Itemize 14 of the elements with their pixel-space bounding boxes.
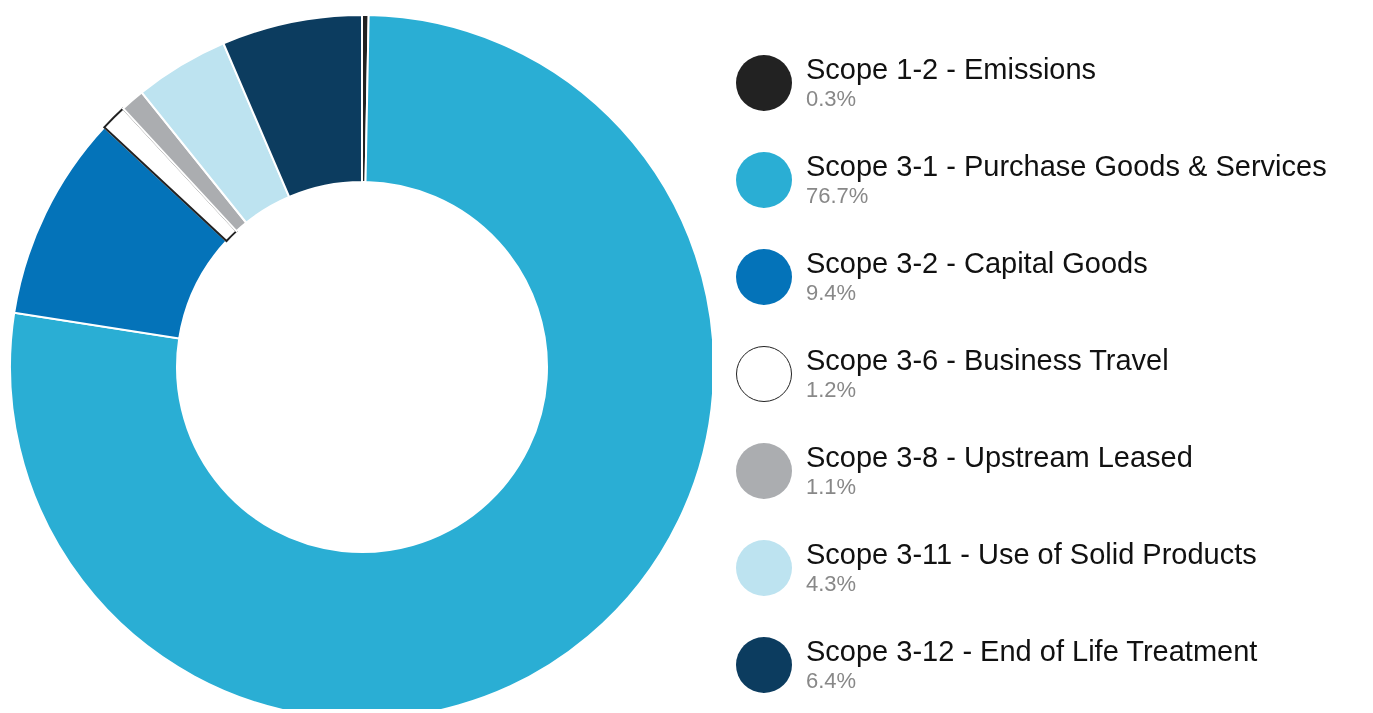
data-label: 1.2% xyxy=(806,377,858,403)
legend-label: Scope 3-6 - Business Travel xyxy=(806,344,1169,377)
legend-label: Scope 1-2 - Emissions xyxy=(806,53,1097,86)
data-label: 76.7% xyxy=(806,183,870,209)
data-label: 0.3% xyxy=(806,86,858,112)
legend-label: Scope 3-1 - Purchase Goods & Services xyxy=(806,150,1327,183)
legend-label: Scope 3-8 - Upstream Leased xyxy=(806,441,1193,474)
legend-label: Scope 3-11 - Use of Solid Products xyxy=(806,538,1257,571)
data-label: 4.3% xyxy=(806,571,858,597)
data-label: 9.4% xyxy=(806,280,858,306)
legend-label: Scope 3-2 - Capital Goods xyxy=(806,247,1148,280)
legend-label: Scope 3-12 - End of Life Treatment xyxy=(806,635,1258,668)
data-label: 6.4% xyxy=(806,668,858,694)
data-label: 1.1% xyxy=(806,474,858,500)
